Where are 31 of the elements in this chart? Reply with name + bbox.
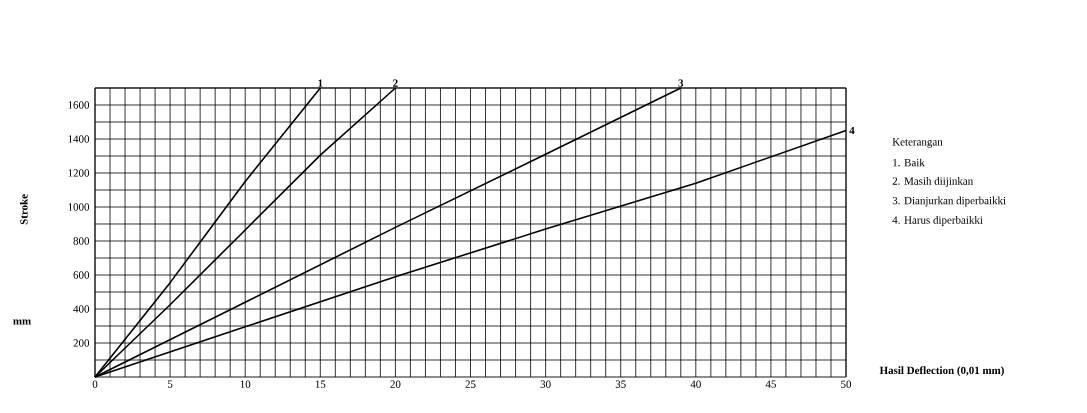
y-tick-label: 1000 bbox=[68, 203, 90, 211]
series-label: 1 bbox=[318, 79, 323, 87]
y-tick-label: 800 bbox=[73, 237, 90, 245]
text: Keterangan bbox=[892, 138, 943, 148]
y-tick-label: 600 bbox=[73, 271, 90, 279]
series-label: 4 bbox=[849, 126, 855, 135]
y-tick-label: 1400 bbox=[68, 135, 90, 143]
x-tick-label: 40 bbox=[690, 380, 701, 388]
series-label: 2 bbox=[393, 79, 398, 87]
y-axis-title: Stroke bbox=[19, 194, 28, 225]
text: 2. Masih diijinkan bbox=[892, 177, 974, 187]
y-tick-label: 1200 bbox=[68, 169, 90, 177]
x-tick-label: 0 bbox=[92, 380, 98, 388]
text: mm bbox=[13, 319, 31, 325]
text: 3. Dianjurkan diperbaikki bbox=[892, 196, 1006, 207]
x-tick-label: 20 bbox=[390, 380, 401, 388]
text: 4. Harus diperbaikki bbox=[892, 216, 983, 226]
x-tick-label: 35 bbox=[615, 380, 626, 388]
x-tick-label: 15 bbox=[315, 380, 326, 388]
series-label: 3 bbox=[678, 79, 684, 87]
text: 1. Baik bbox=[893, 158, 925, 167]
x-axis-title: Hasil Deflection (0,01 mm) bbox=[879, 366, 1004, 377]
x-tick-label: 5 bbox=[168, 380, 173, 388]
x-tick-label: 10 bbox=[240, 380, 251, 388]
x-tick-label: 25 bbox=[465, 380, 476, 388]
y-tick-label: 400 bbox=[73, 305, 90, 313]
y-tick-label: 1600 bbox=[68, 101, 90, 109]
x-tick-label: 30 bbox=[540, 380, 551, 388]
x-tick-label: 50 bbox=[841, 380, 852, 388]
x-tick-label: 45 bbox=[765, 380, 776, 388]
y-tick-label: 200 bbox=[73, 339, 90, 347]
